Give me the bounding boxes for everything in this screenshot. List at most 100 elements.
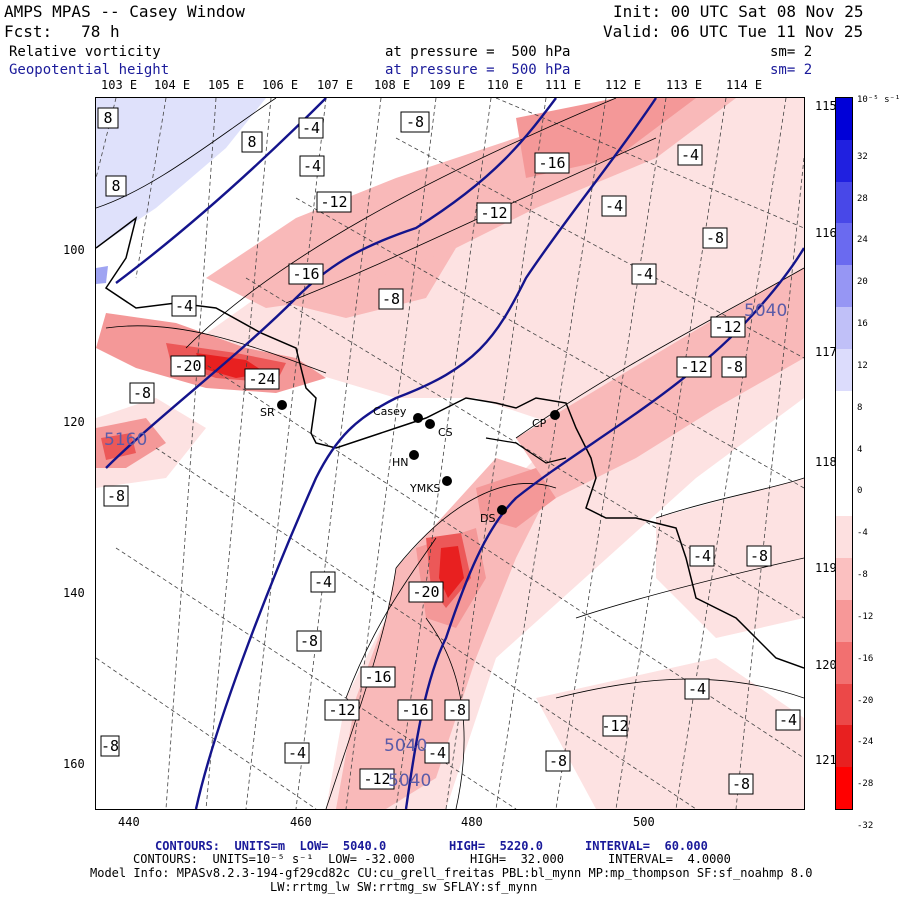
vort-label: 8 (97, 107, 119, 129)
svg-text:-20: -20 (412, 583, 439, 601)
colorbar-tick-label: -24 (857, 737, 874, 748)
lon-label: 110 E (487, 78, 524, 92)
positive-vorticity-core (96, 266, 108, 284)
vort-label: -20 (408, 581, 444, 603)
vort-label: -4 (775, 709, 801, 731)
height-contour-info: CONTOURS: UNITS=m LOW= 5040.0 (155, 839, 387, 853)
colorbar-tick-label: 4 (857, 444, 863, 455)
vorticity-core-strong (101, 433, 136, 460)
x-axis-label: 440 (118, 815, 140, 829)
svg-text:-8: -8 (300, 632, 318, 650)
y-axis-label: 100 (63, 243, 85, 257)
colorbar-swatch (836, 139, 852, 183)
vort-label: -12 (476, 202, 512, 224)
colorbar-tick-label: 0 (857, 486, 863, 497)
svg-text:-12: -12 (714, 318, 741, 336)
lon-label: 111 E (545, 78, 582, 92)
vort-label: -16 (288, 263, 324, 285)
station-marker: SR (260, 400, 287, 419)
lon-label: 103 E (101, 78, 138, 92)
height-contour (115, 98, 327, 284)
forecast-hour: Fcst: 78 h (4, 22, 120, 41)
svg-text:8: 8 (111, 177, 120, 195)
svg-text:-16: -16 (538, 154, 565, 172)
svg-text:-8: -8 (706, 229, 724, 247)
vorticity-area-light (536, 658, 804, 809)
field-2-smoothing: sm= 2 (770, 62, 813, 78)
colorbar (835, 97, 853, 810)
vort-label: -20 (170, 355, 206, 377)
svg-text:-8: -8 (101, 737, 119, 755)
svg-text:-4: -4 (605, 197, 623, 215)
vort-label: -12 (676, 356, 712, 378)
map-panel: 8 8 -8 8 -4 -4 -16 -12 -12 -4 -8 -4 -16 … (95, 97, 805, 810)
colorbar-swatch (836, 683, 852, 726)
vort-label: -4 (284, 742, 310, 764)
vort-label: -8 (296, 630, 322, 652)
field-1-level: at pressure = 500 hPa (385, 44, 571, 60)
svg-text:-24: -24 (248, 370, 275, 388)
lon-label: 106 E (262, 78, 299, 92)
colorbar-swatch (836, 432, 852, 475)
colorbar-swatch (836, 223, 852, 266)
vort-label: -12 (359, 768, 395, 790)
colorbar-swatch (836, 599, 852, 643)
svg-text:-4: -4 (693, 547, 711, 565)
station-marker: Casey (373, 405, 423, 423)
station-marker: YMKS (409, 476, 452, 495)
vorticity-contour-high: HIGH= 32.000 (470, 852, 564, 866)
svg-text:-4: -4 (779, 711, 797, 729)
lon-label: 109 E (429, 78, 466, 92)
svg-text:-16: -16 (292, 265, 319, 283)
colorbar-swatch (836, 181, 852, 224)
vort-label: 8 (105, 175, 127, 197)
positive-vorticity-area (96, 98, 266, 248)
svg-text:-12: -12 (480, 204, 507, 222)
svg-text:-4: -4 (428, 744, 446, 762)
height-contour-interval: INTERVAL= 60.000 (585, 839, 708, 853)
svg-text:YMKS: YMKS (409, 482, 440, 495)
vort-label: -4 (171, 295, 197, 317)
svg-text:-4: -4 (635, 265, 653, 283)
vorticity-contour-info: CONTOURS: UNITS=10⁻⁵ s⁻¹ LOW= -32.000 (133, 852, 415, 866)
colorbar-swatch (836, 390, 852, 434)
model-info: Model Info: MPASv8.2.3-194-gf29cd82c CU:… (90, 866, 813, 880)
svg-text:-8: -8 (406, 113, 424, 131)
vort-label: -8 (746, 545, 772, 567)
x-axis-label: 500 (633, 815, 655, 829)
vort-label: -12 (324, 699, 360, 721)
graticule (96, 98, 804, 809)
colorbar-tick-label: -12 (857, 611, 874, 622)
station-marker: HN (392, 450, 419, 469)
vort-label: -4 (310, 571, 336, 593)
height-contour (105, 98, 557, 469)
vort-label: -4 (684, 678, 710, 700)
svg-text:-12: -12 (601, 717, 628, 735)
svg-text:-4: -4 (288, 744, 306, 762)
svg-text:-4: -4 (303, 157, 321, 175)
svg-text:-8: -8 (448, 701, 466, 719)
colorbar-swatch (836, 348, 852, 392)
vort-label: -4 (298, 117, 324, 139)
svg-text:-8: -8 (549, 752, 567, 770)
field-1-smoothing: sm= 2 (770, 44, 813, 60)
vort-label: -12 (601, 715, 629, 737)
colorbar-tick-label: 32 (857, 151, 868, 162)
height-labels: 5040 5160 5040 5040 (104, 301, 787, 791)
stations: SR Casey CS HN YMKS DS CP (260, 400, 560, 525)
init-time: Init: 00 UTC Sat 08 Nov 25 (613, 2, 864, 21)
svg-text:-20: -20 (174, 357, 201, 375)
svg-text:-8: -8 (107, 487, 125, 505)
lon-label: 112 E (605, 78, 642, 92)
colorbar-swatch (836, 307, 852, 350)
y-axis-label: 160 (63, 757, 85, 771)
field-1-name: Relative vorticity (9, 44, 161, 60)
colorbar-tick-label: 8 (857, 402, 863, 413)
colorbar-tick-label: 28 (857, 193, 868, 204)
svg-text:-4: -4 (175, 297, 193, 315)
colorbar-swatch (836, 558, 852, 601)
colorbar-tick-label: -28 (857, 779, 874, 790)
vort-label: -4 (631, 263, 657, 285)
vorticity-band-medium (336, 458, 556, 809)
svg-text:-4: -4 (302, 119, 320, 137)
